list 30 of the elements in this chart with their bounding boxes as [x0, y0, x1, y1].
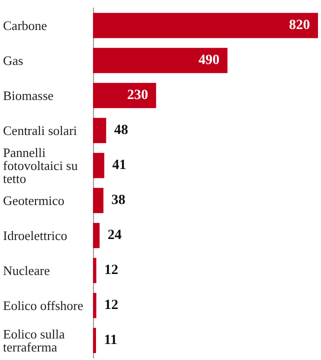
y-tick-label: Geotermico — [3, 193, 64, 208]
data-label: 230 — [127, 88, 148, 103]
bar — [93, 12, 318, 38]
bar — [93, 328, 96, 354]
bar — [93, 82, 156, 108]
y-tick-label: Biomasse — [3, 88, 54, 103]
bar — [93, 258, 96, 284]
data-label: 490 — [198, 53, 220, 68]
data-label: 38 — [111, 193, 126, 208]
bar — [93, 152, 104, 178]
data-label: 12 — [104, 263, 118, 278]
data-label: 41 — [112, 158, 126, 173]
y-tick-label: Pannelli fotovoltaici su tetto — [3, 145, 81, 186]
bar — [93, 292, 96, 318]
data-label: 24 — [108, 228, 122, 243]
y-tick-label: Centrali solari — [3, 123, 78, 138]
y-tick-label: Idroelettrico — [3, 228, 68, 243]
y-tick-label: Eolico offshore — [3, 298, 84, 313]
data-label: 11 — [104, 333, 118, 348]
bar — [93, 118, 106, 144]
data-label: 48 — [114, 123, 128, 138]
data-label: 820 — [289, 18, 310, 33]
y-tick-label: Nucleare — [3, 263, 50, 278]
bar — [93, 48, 228, 74]
y-tick-label: Carbone — [3, 18, 48, 33]
y-tick-label: Eolico sulla terraferma — [3, 326, 68, 354]
y-tick-label: Gas — [3, 53, 24, 68]
bar — [93, 222, 100, 248]
bar — [93, 188, 104, 214]
data-label: 12 — [104, 298, 118, 313]
